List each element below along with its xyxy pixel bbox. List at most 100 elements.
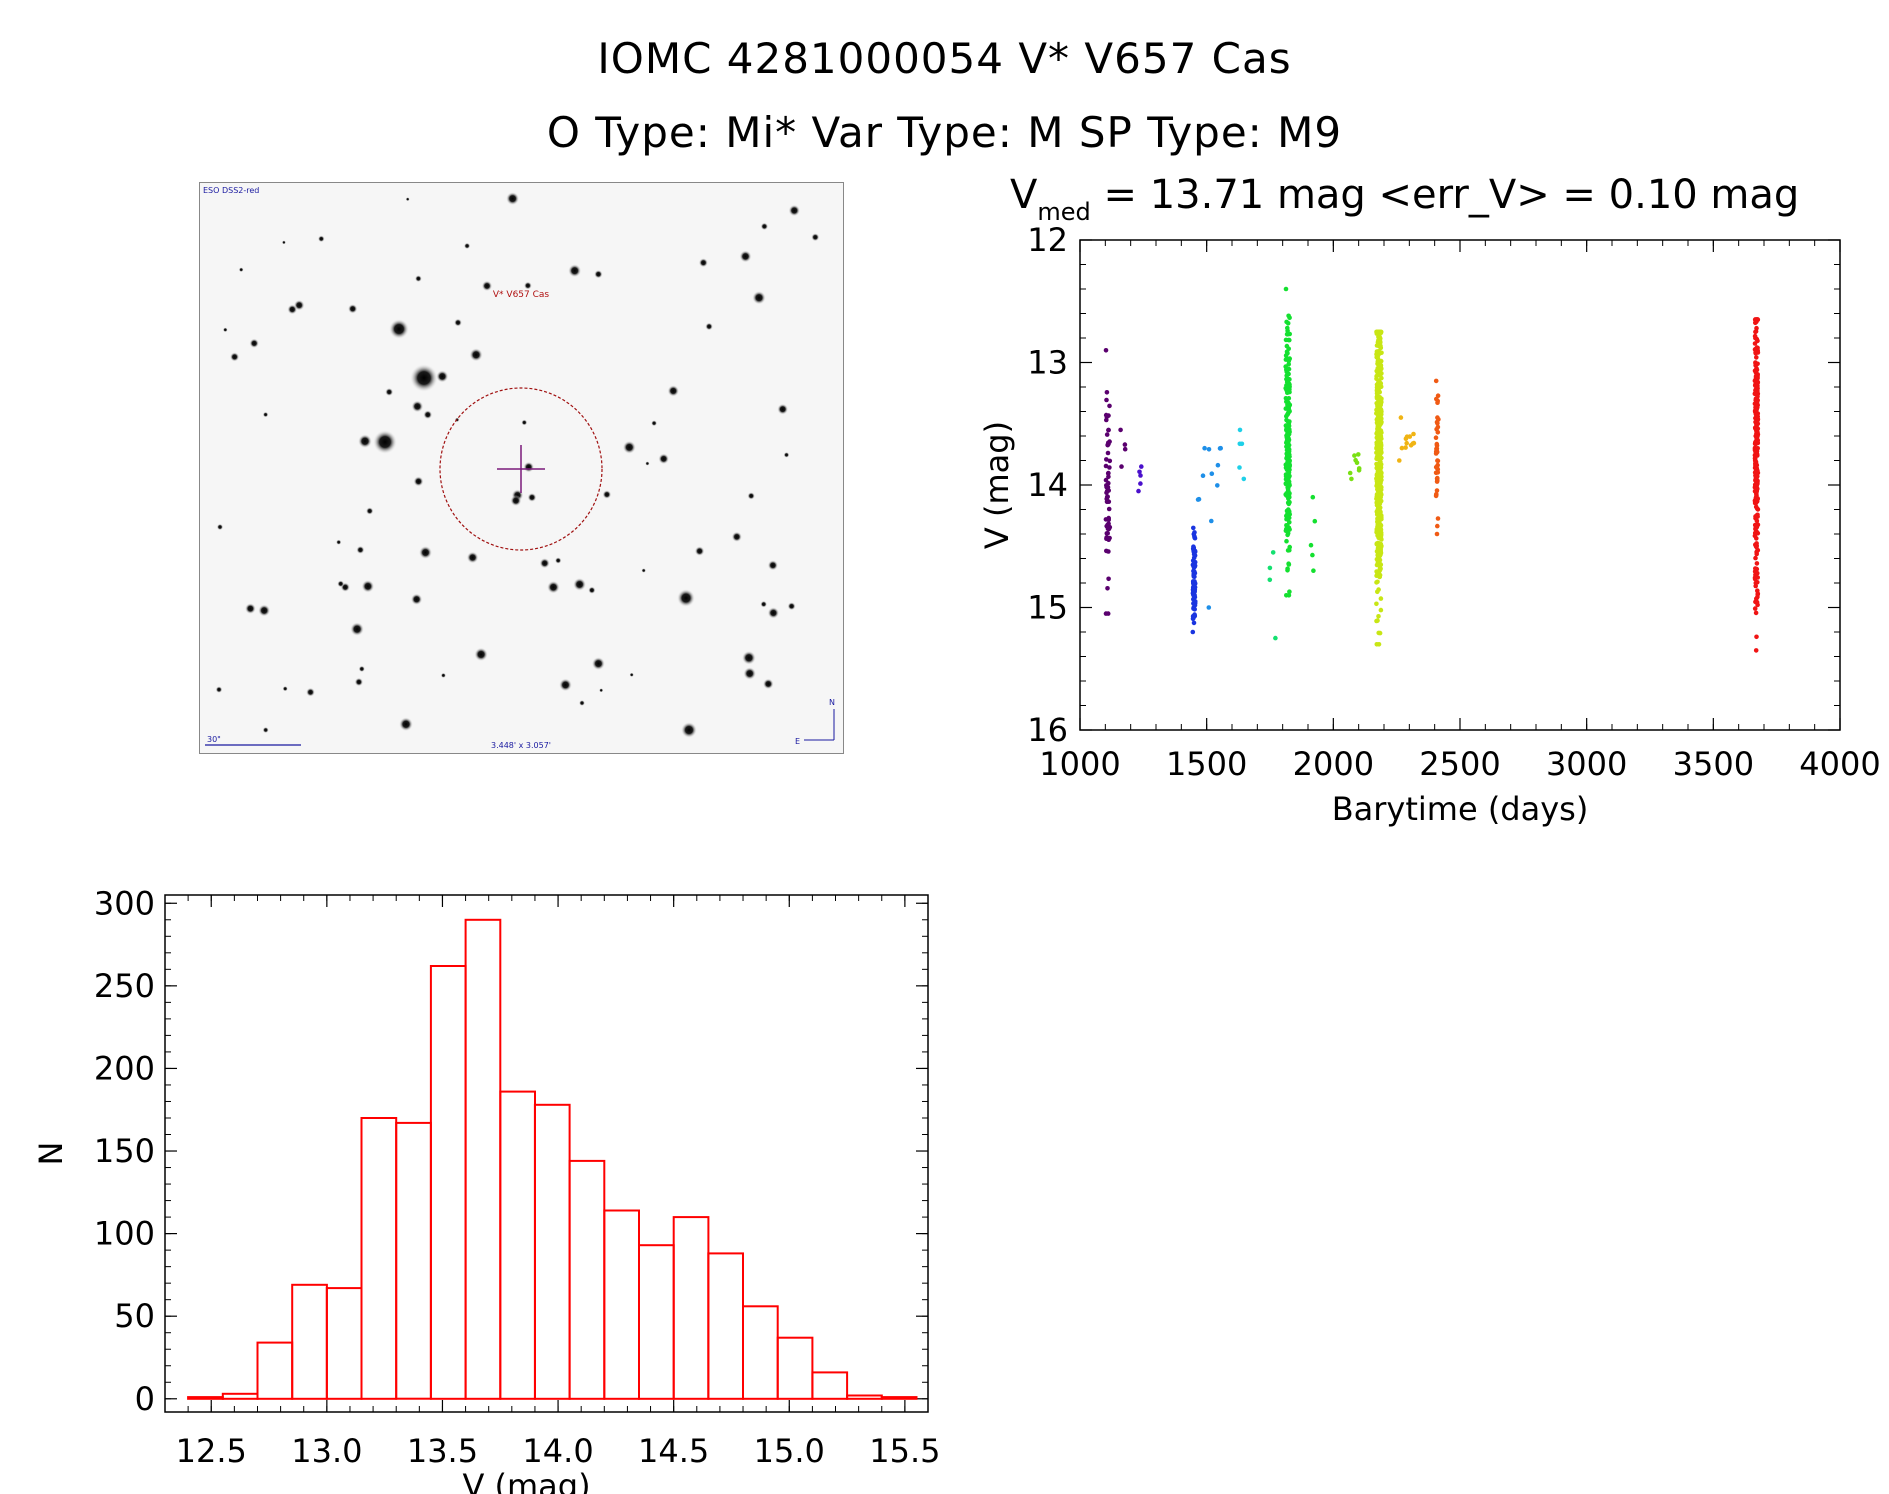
lc-point <box>1377 630 1383 636</box>
star-90 <box>767 607 780 619</box>
lc-point <box>1752 391 1758 396</box>
lc-point <box>1285 371 1291 376</box>
lc-point <box>1754 407 1759 413</box>
lc-point <box>1378 422 1383 427</box>
lc-point <box>1192 559 1198 565</box>
lc-y-tick-label: 14 <box>1027 466 1068 504</box>
lc-point <box>1104 499 1110 505</box>
lc-point <box>1755 361 1760 367</box>
lc-point <box>1398 415 1404 420</box>
lc-point <box>1103 477 1109 483</box>
star-1 <box>373 430 397 454</box>
lc-point <box>1270 550 1276 555</box>
lc-point <box>1200 473 1206 479</box>
lc-point <box>1753 495 1759 500</box>
star-35 <box>594 269 603 279</box>
star-77 <box>579 700 585 706</box>
lc-point <box>1106 427 1111 433</box>
lc-point <box>1753 433 1758 439</box>
star-93 <box>423 410 433 420</box>
lc-point <box>1377 366 1383 371</box>
star-57 <box>747 492 755 500</box>
lc-point <box>1104 484 1110 490</box>
lc-point <box>1107 458 1113 464</box>
lc-point <box>1105 494 1110 500</box>
lc-point <box>1192 599 1198 604</box>
lc-x-tick-label: 2000 <box>1293 745 1374 783</box>
lc-y-axis-label: V (mag) <box>978 421 1016 549</box>
lc-point <box>1217 446 1223 451</box>
lc-point <box>1191 568 1196 574</box>
finder-scale-label: 30" <box>207 735 221 744</box>
lc-point <box>1435 458 1441 464</box>
lc-point <box>1434 446 1439 452</box>
lc-point <box>1754 428 1759 434</box>
lc-point <box>1106 506 1112 512</box>
lc-x-tick-label: 2500 <box>1419 745 1500 783</box>
hist-x-tick-label: 13.5 <box>407 1432 478 1470</box>
hist-bar <box>742 1305 779 1400</box>
lc-x-axis-label: Barytime (days) <box>1332 790 1589 828</box>
star-8 <box>539 558 550 569</box>
lc-point <box>1284 526 1289 532</box>
star-20 <box>521 419 528 426</box>
star-76 <box>281 240 286 245</box>
star-91 <box>474 647 488 662</box>
lc-point <box>1379 516 1384 522</box>
lc-point <box>1237 427 1243 433</box>
hist-bar <box>846 1394 883 1400</box>
lc-point <box>1104 390 1110 395</box>
star-62 <box>336 539 342 545</box>
hist-bar <box>811 1371 849 1400</box>
lc-point <box>1107 403 1112 409</box>
lc-y-tick-label: 16 <box>1027 711 1068 749</box>
lc-point <box>1119 464 1124 469</box>
lc-point <box>1284 523 1289 528</box>
star-80 <box>466 551 479 564</box>
lc-point <box>1755 547 1760 553</box>
lc-point <box>1377 456 1382 462</box>
lc-point <box>1754 466 1760 472</box>
lc-point <box>1286 346 1291 352</box>
star-79 <box>358 434 372 449</box>
lc-point <box>1285 508 1290 514</box>
star-69 <box>337 580 345 588</box>
lc-point <box>1435 424 1441 430</box>
star-39 <box>222 327 228 333</box>
target-crosshair-icon <box>497 445 545 493</box>
star-26 <box>354 677 364 687</box>
star-54 <box>787 602 796 611</box>
lc-point <box>1308 542 1314 548</box>
lc-point <box>1122 442 1128 447</box>
star-32 <box>739 250 752 263</box>
hist-x-tick-label: 15.0 <box>754 1432 825 1470</box>
lc-point <box>1376 503 1381 509</box>
lc-point <box>1378 607 1384 613</box>
lc-point <box>1356 468 1362 473</box>
star-3 <box>681 722 697 738</box>
lc-point <box>1206 605 1212 610</box>
star-22 <box>418 545 433 560</box>
star-16 <box>414 275 422 283</box>
star-11 <box>622 440 636 454</box>
lc-point <box>1103 611 1109 616</box>
lc-point <box>1105 450 1111 456</box>
lc-point <box>1285 432 1290 438</box>
lc-point <box>1352 453 1357 458</box>
lc-point <box>1754 543 1759 548</box>
hist-y-tick-label: 200 <box>94 1049 155 1087</box>
lc-point <box>1435 430 1441 435</box>
lc-point <box>1753 500 1759 506</box>
lc-point <box>1356 452 1361 457</box>
lc-point <box>1104 417 1109 423</box>
hist-bar <box>187 1396 224 1400</box>
star-49 <box>244 603 256 615</box>
lc-point <box>1376 587 1381 592</box>
lc-point <box>1286 384 1292 389</box>
lc-point <box>1286 337 1291 343</box>
hist-y-tick-label: 250 <box>94 967 155 1005</box>
lc-point <box>1285 487 1291 493</box>
lc-point <box>1434 531 1440 537</box>
lc-point <box>1285 427 1291 433</box>
lc-point <box>1139 464 1144 469</box>
